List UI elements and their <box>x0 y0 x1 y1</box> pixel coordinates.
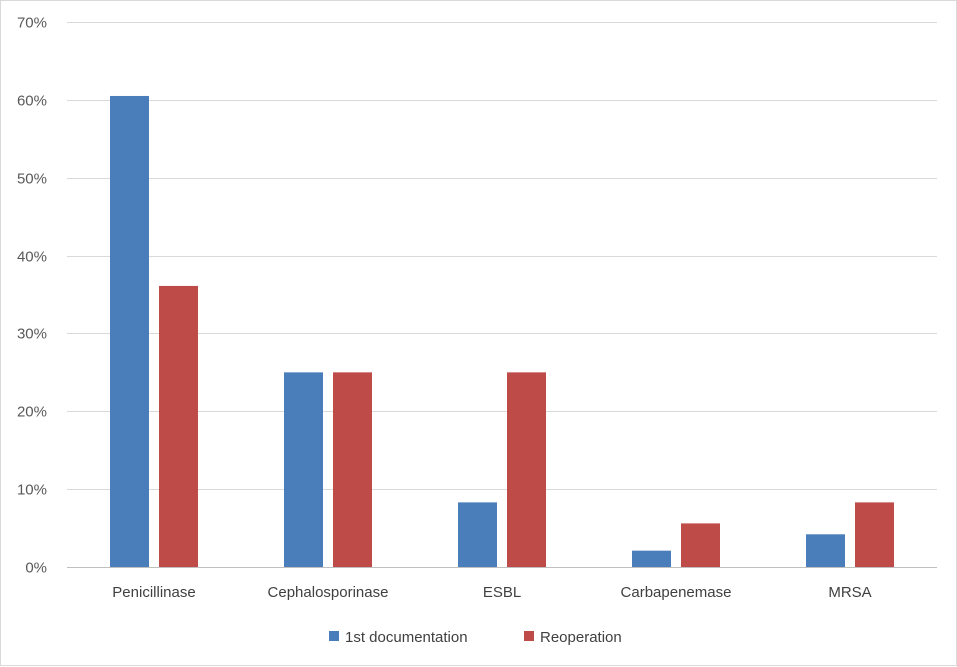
bar-reoperation-esbl <box>507 372 546 567</box>
bar-reoperation-carbapenemase <box>681 523 720 567</box>
bar-reoperation-mrsa <box>855 502 894 567</box>
y-tick-label: 50% <box>17 171 47 188</box>
legend-swatch <box>329 631 339 641</box>
y-tick-label: 40% <box>17 249 47 266</box>
y-tick-label: 0% <box>25 560 47 577</box>
legend-label: Reoperation <box>540 629 622 646</box>
gridlines <box>67 22 937 490</box>
legend: 1st documentation Reoperation <box>329 629 622 646</box>
x-axis-category-labels: Penicillinase Cephalosporinase ESBL Carbape… <box>112 584 871 601</box>
y-tick-label: 30% <box>17 326 47 343</box>
y-tick-label: 70% <box>17 15 47 32</box>
bar-first-documentation-carbapenemase <box>632 550 671 567</box>
bar-first-documentation-esbl <box>458 502 497 567</box>
bar-reoperation-penicillinase <box>159 285 198 567</box>
x-category-label: Cephalosporinase <box>268 584 389 601</box>
y-tick-label: 20% <box>17 404 47 421</box>
bars <box>110 95 894 567</box>
x-category-label: MRSA <box>828 584 871 601</box>
legend-label: 1st documentation <box>345 629 468 646</box>
x-category-label: Carbapenemase <box>621 584 732 601</box>
bar-first-documentation-mrsa <box>806 534 845 567</box>
bar-first-documentation-penicillinase <box>110 95 149 567</box>
y-axis-tick-labels: 0% 10% 20% 30% 40% 50% 60% 70% <box>17 15 47 577</box>
y-tick-label: 10% <box>17 482 47 499</box>
bar-reoperation-cephalosporinase <box>333 372 372 567</box>
y-tick-label: 60% <box>17 93 47 110</box>
legend-swatch <box>524 631 534 641</box>
x-category-label: ESBL <box>483 584 521 601</box>
bar-first-documentation-cephalosporinase <box>284 372 323 567</box>
x-category-label: Penicillinase <box>112 584 195 601</box>
